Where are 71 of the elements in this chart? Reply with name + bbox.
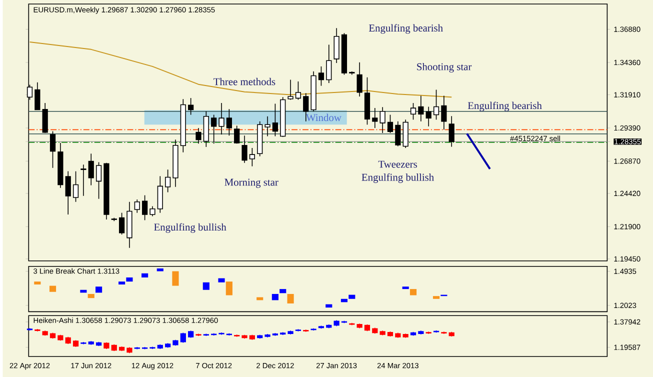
candlestick — [65, 170, 71, 215]
bar — [95, 286, 102, 292]
candlestick — [326, 44, 332, 84]
annotation: Engulfing bearish — [468, 102, 542, 112]
candlestick — [448, 116, 454, 148]
candlestick — [157, 176, 163, 214]
candlestick — [80, 164, 86, 196]
candlestick — [441, 95, 447, 130]
bar — [118, 281, 126, 284]
bar — [226, 281, 232, 296]
candlestick — [410, 102, 416, 120]
candlestick — [234, 125, 240, 144]
bar — [432, 296, 440, 299]
bar — [142, 273, 148, 278]
candlestick — [72, 170, 79, 202]
bar — [287, 294, 294, 304]
candlestick — [188, 97, 194, 115]
annotation: Tweezers — [378, 160, 417, 168]
bar — [272, 294, 278, 300]
annotation: Engulfing bullish — [362, 173, 434, 183]
candlestick — [88, 153, 94, 186]
candlestick — [264, 116, 270, 136]
bar — [172, 271, 179, 286]
annotation: Engulfing bearish — [368, 24, 443, 34]
candlestick — [356, 62, 362, 97]
line-series — [29, 41, 452, 98]
annotation: Three methods — [214, 78, 276, 86]
bar — [88, 294, 94, 298]
candlestick — [50, 130, 56, 168]
candlestick — [118, 212, 125, 235]
annotation: Engulfing bullish — [154, 223, 226, 233]
bar — [340, 298, 348, 302]
bar — [202, 282, 210, 290]
candlestick — [418, 95, 424, 122]
annotation: Morning star — [224, 178, 278, 188]
bar — [348, 294, 356, 299]
bar — [402, 286, 409, 289]
candlestick — [295, 80, 302, 100]
candlestick — [42, 102, 48, 134]
candlestick — [387, 114, 394, 134]
bar — [256, 297, 264, 300]
candlestick — [395, 120, 401, 146]
candlestick — [249, 147, 255, 167]
candlestick — [380, 106, 386, 134]
candlestick — [226, 108, 232, 136]
candlestick — [196, 127, 202, 144]
candlestick — [372, 107, 378, 128]
annotation: Shooting star — [417, 62, 472, 72]
candlestick — [426, 106, 432, 127]
bar — [280, 288, 286, 293]
candlestick — [242, 135, 248, 164]
bar — [326, 304, 332, 308]
bar — [126, 277, 133, 282]
candlestick — [318, 66, 324, 86]
candlestick — [34, 82, 40, 110]
bar — [34, 281, 41, 284]
candlestick — [218, 102, 224, 135]
bar — [49, 286, 56, 292]
candlestick — [334, 28, 340, 64]
bar — [410, 288, 417, 296]
candlestick — [272, 103, 278, 136]
candlestick — [142, 194, 148, 220]
candlestick — [433, 89, 440, 120]
candlestick — [150, 206, 156, 216]
candlestick — [402, 119, 408, 148]
candlestick — [96, 162, 102, 200]
candlestick — [211, 114, 217, 144]
candlestick — [134, 198, 140, 214]
candlestick — [165, 169, 171, 192]
candlestick — [288, 79, 294, 100]
bar — [218, 278, 225, 282]
